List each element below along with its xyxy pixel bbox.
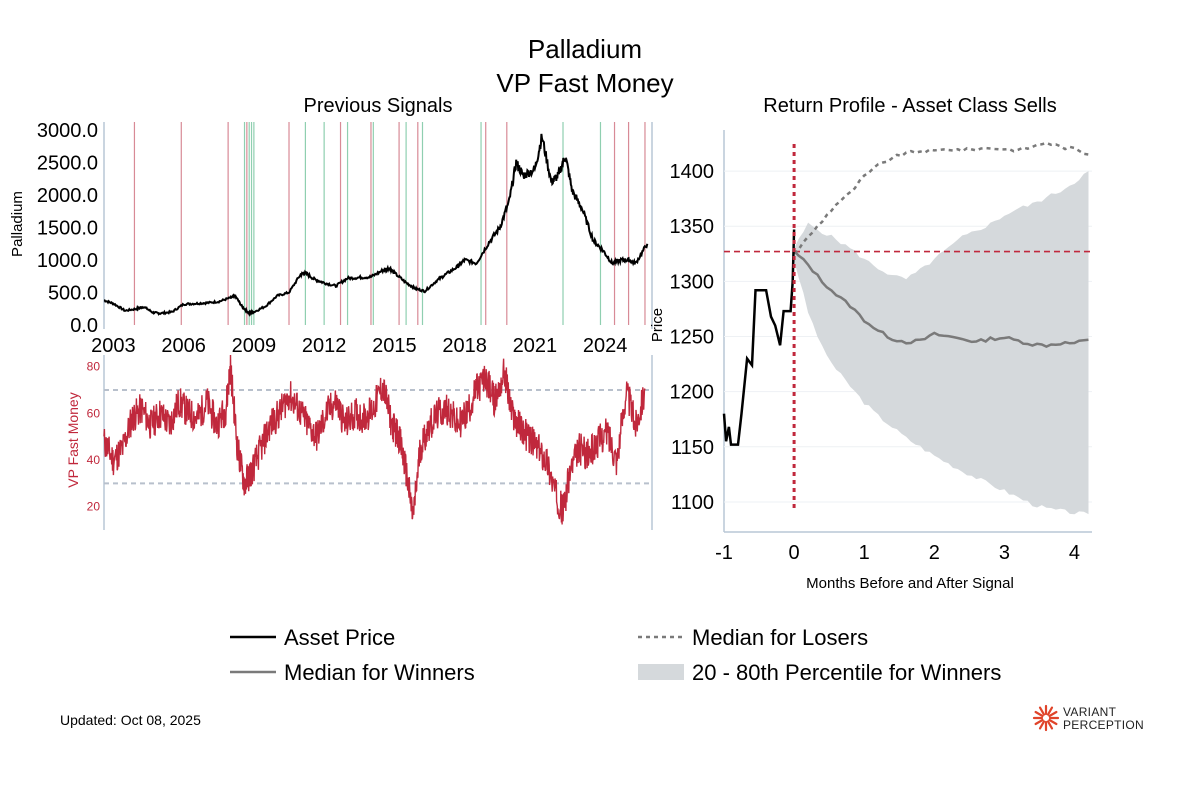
- price-x-tick-label: 2024: [583, 335, 628, 357]
- updated-date: Updated: Oct 08, 2025: [60, 712, 201, 728]
- price-x-tick-label: 2009: [232, 335, 277, 357]
- signal-lines: [133, 122, 646, 325]
- return-x-tick-label: 1: [859, 542, 870, 564]
- price-y-ticks: 0.0 500.0 1000.0 1500.0 2000.0 2500.0 3000.0: [37, 120, 98, 337]
- return-x-tick-label: 2: [929, 542, 940, 564]
- median-winners-line: [793, 249, 1089, 348]
- indicator-y-ticks: 20 40 60 80: [87, 360, 101, 514]
- logo-ray: [1034, 718, 1044, 726]
- indicator-y-label: VP Fast Money: [65, 392, 81, 487]
- logo-ray: [1038, 720, 1046, 730]
- legend-band-label: 20 - 80th Percentile for Winners: [692, 660, 1001, 685]
- logo-ray: [1048, 710, 1058, 718]
- return-y-ticks: 1100 1150 1200 1250 1300 1350 1400: [670, 161, 715, 514]
- price-y-tick-label: 2000.0: [37, 185, 98, 207]
- logo-ray: [1038, 706, 1046, 716]
- return-profile-title: Return Profile - Asset Class Sells: [763, 95, 1056, 117]
- vp-fast-money-line: [103, 354, 646, 525]
- price-y-tick-label: 500.0: [48, 283, 98, 305]
- palladium-price-line: [103, 133, 649, 318]
- price-y-tick-label: 2500.0: [37, 153, 98, 175]
- return-x-tick-label: 0: [789, 542, 800, 564]
- return-y-tick-label: 1250: [670, 327, 715, 349]
- return-x-tick-label: 3: [999, 542, 1010, 564]
- return-x-tick-label: 4: [1069, 542, 1080, 564]
- logo-ray: [1046, 720, 1054, 730]
- return-y-tick-label: 1350: [670, 216, 715, 238]
- title-line-1: Palladium: [527, 34, 643, 64]
- price-x-tick-label: 2015: [372, 335, 417, 357]
- return-y-tick-label: 1400: [670, 161, 715, 183]
- median-losers-line: [793, 141, 1089, 255]
- logo-ray: [1048, 718, 1058, 726]
- price-x-tick-label: 2003: [91, 335, 136, 357]
- price-y-tick-label: 0.0: [70, 315, 98, 337]
- indicator-y-tick-label: 40: [87, 453, 101, 467]
- price-y-tick-label: 1000.0: [37, 250, 98, 272]
- price-y-label: Palladium: [9, 191, 26, 257]
- legend-band-swatch: [638, 664, 684, 680]
- return-x-tick-label: -1: [715, 542, 733, 564]
- previous-signals-title: Previous Signals: [304, 95, 453, 117]
- logo-ray: [1034, 710, 1044, 718]
- logo-line-2: PERCEPTION: [1063, 718, 1145, 732]
- legend-asset-price-label: Asset Price: [284, 625, 395, 650]
- indicator-y-tick-label: 80: [87, 360, 101, 374]
- return-y-tick-label: 1300: [670, 271, 715, 293]
- percentile-band: [794, 171, 1089, 515]
- price-y-tick-label: 1500.0: [37, 218, 98, 240]
- price-x-tick-label: 2018: [442, 335, 487, 357]
- indicator-y-tick-label: 20: [87, 500, 101, 514]
- return-x-label: Months Before and After Signal: [806, 575, 1014, 592]
- logo-wordmark: VARIANT PERCEPTION: [1063, 706, 1144, 732]
- price-axis: [103, 122, 653, 329]
- logo-line-1: VARIANT: [1063, 705, 1117, 719]
- return-y-tick-label: 1150: [671, 437, 714, 459]
- legend: Asset Price Median for Winners Median fo…: [230, 625, 1001, 685]
- return-x-ticks: -1 0 1 2 3 4: [715, 542, 1080, 564]
- legend-median-losers-label: Median for Losers: [692, 625, 868, 650]
- legend-median-winners-label: Median for Winners: [284, 660, 475, 685]
- return-y-label: Price: [649, 308, 666, 342]
- price-x-ticks: 2003 2006 2009 2012 2015 2018 2021 2024: [91, 335, 627, 357]
- asset-price-line: [722, 229, 796, 446]
- logo-ray: [1046, 706, 1054, 716]
- indicator-axis: [103, 355, 653, 530]
- return-y-tick-label: 1100: [671, 492, 714, 514]
- title-line-2: VP Fast Money: [496, 68, 674, 98]
- indicator-y-tick-label: 60: [87, 406, 101, 420]
- price-y-tick-label: 3000.0: [37, 120, 98, 142]
- price-x-tick-label: 2012: [302, 335, 347, 357]
- price-x-tick-label: 2006: [161, 335, 206, 357]
- logo-icon: [1032, 704, 1060, 732]
- return-y-tick-label: 1200: [670, 382, 715, 404]
- price-x-tick-label: 2021: [513, 335, 558, 357]
